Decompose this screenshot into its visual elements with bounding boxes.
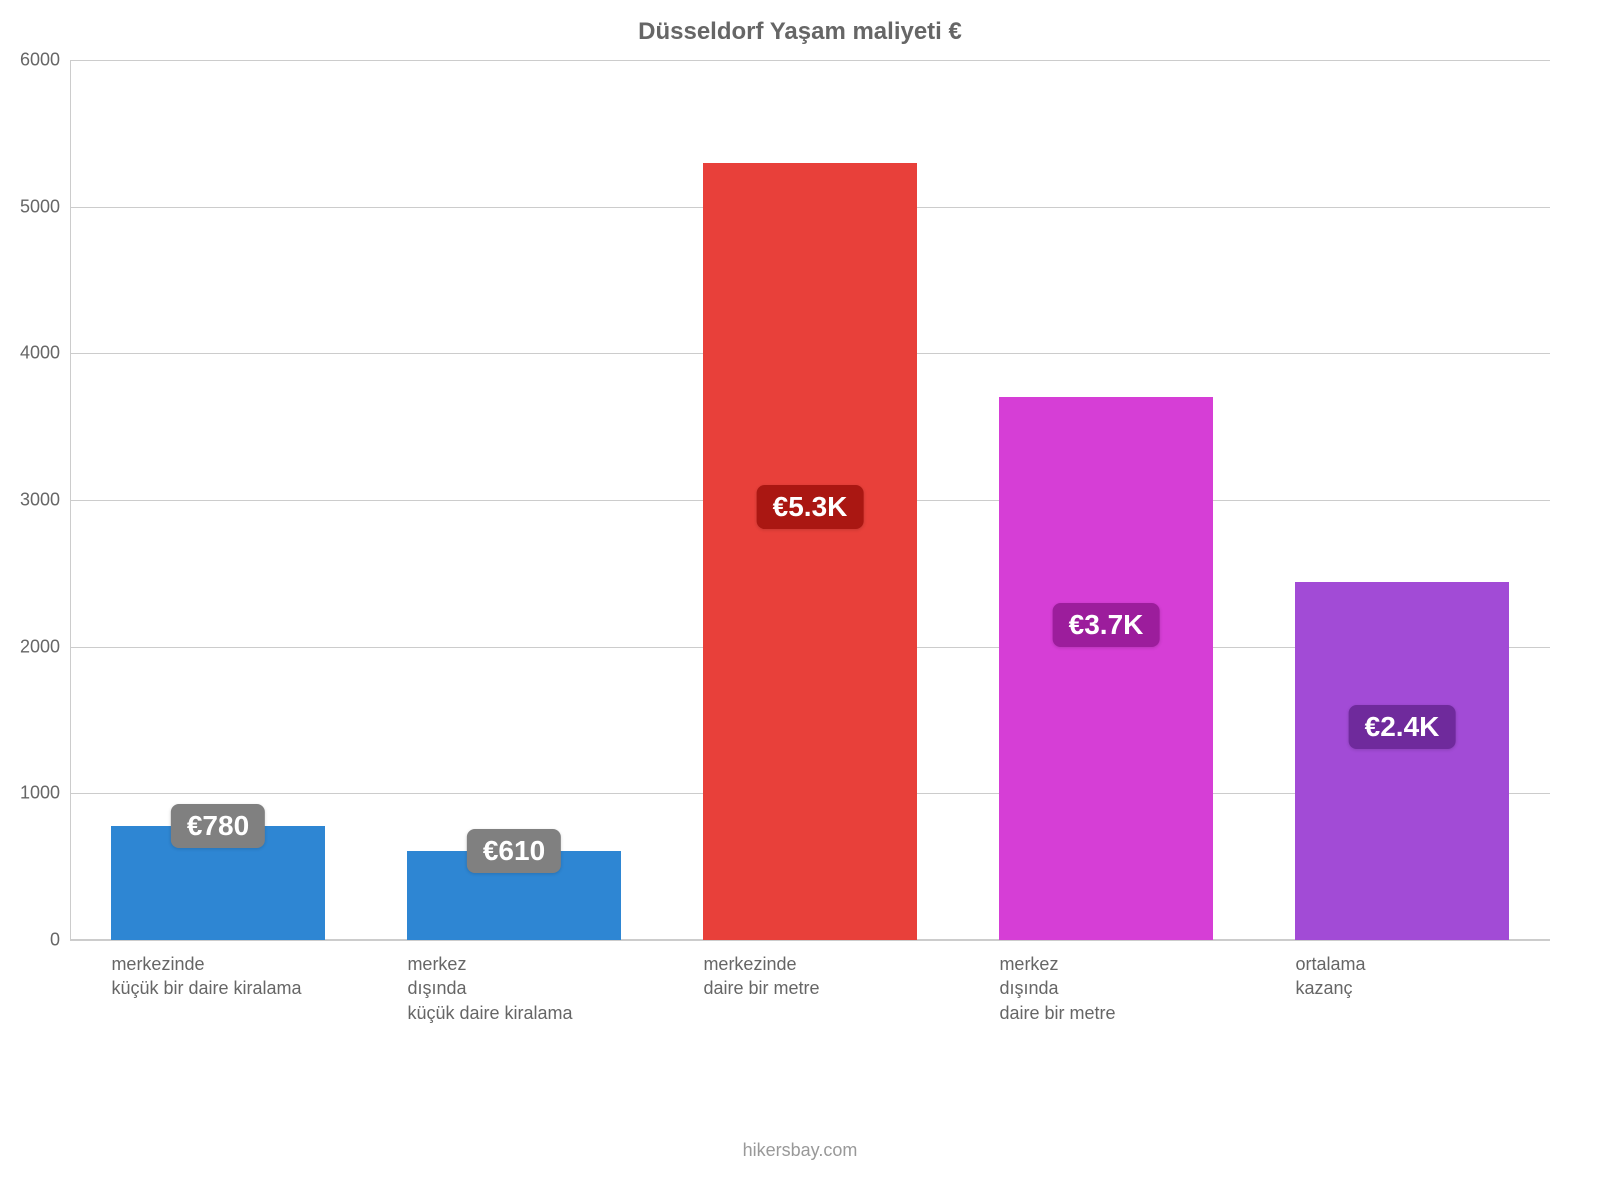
y-tick-label: 4000 — [20, 343, 70, 364]
y-tick-label: 1000 — [20, 783, 70, 804]
plot-area: 0100020003000400050006000€780merkezindek… — [70, 60, 1550, 940]
y-tick-label: 3000 — [20, 490, 70, 511]
x-tick-label: merkezindedaire bir metre — [703, 940, 956, 1001]
bar-value-badge: €3.7K — [1053, 603, 1160, 647]
y-tick-label: 5000 — [20, 196, 70, 217]
bar — [999, 397, 1212, 940]
x-tick-label: ortalamakazanç — [1295, 940, 1548, 1001]
x-tick-label: merkezindeküçük bir daire kiralama — [111, 940, 364, 1001]
y-tick-label: 2000 — [20, 636, 70, 657]
bar-value-badge: €5.3K — [757, 485, 864, 529]
bar-value-badge: €610 — [467, 829, 561, 873]
gridline — [70, 60, 1550, 61]
bar-value-badge: €2.4K — [1349, 705, 1456, 749]
chart-title: Düsseldorf Yaşam maliyeti € — [0, 18, 1600, 46]
bar-value-badge: €780 — [171, 804, 265, 848]
y-tick-label: 0 — [50, 930, 70, 951]
bar — [1295, 582, 1508, 940]
attribution-text: hikersbay.com — [0, 1140, 1600, 1161]
x-tick-label: merkezdışındadaire bir metre — [999, 940, 1252, 1025]
y-tick-label: 6000 — [20, 50, 70, 71]
x-tick-label: merkezdışındaküçük daire kiralama — [407, 940, 660, 1025]
cost-of-living-chart: Düsseldorf Yaşam maliyeti € 010002000300… — [0, 0, 1600, 1200]
bar — [703, 163, 916, 940]
